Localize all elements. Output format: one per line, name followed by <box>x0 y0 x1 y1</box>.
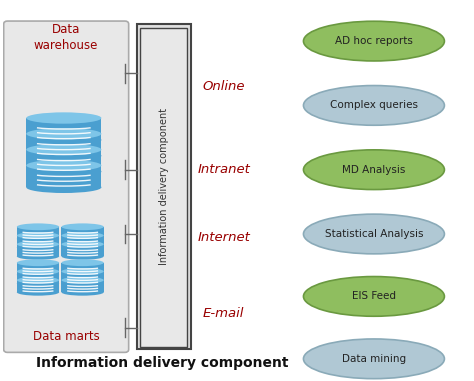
Ellipse shape <box>303 86 445 125</box>
Polygon shape <box>26 134 101 156</box>
Ellipse shape <box>17 259 59 266</box>
Text: Online: Online <box>202 80 245 93</box>
Ellipse shape <box>26 160 101 171</box>
Bar <box>137 24 191 349</box>
Text: Internet: Internet <box>197 231 250 244</box>
Polygon shape <box>26 118 101 140</box>
Ellipse shape <box>62 241 104 248</box>
Ellipse shape <box>17 235 59 242</box>
Ellipse shape <box>303 339 445 379</box>
Polygon shape <box>17 280 59 292</box>
Polygon shape <box>62 263 104 275</box>
Polygon shape <box>17 244 59 256</box>
Ellipse shape <box>17 253 59 260</box>
Ellipse shape <box>62 271 104 278</box>
Ellipse shape <box>303 21 445 61</box>
Ellipse shape <box>62 223 104 230</box>
Ellipse shape <box>303 214 445 254</box>
Ellipse shape <box>62 268 104 275</box>
Ellipse shape <box>17 280 59 287</box>
Ellipse shape <box>26 166 101 177</box>
Ellipse shape <box>303 277 445 316</box>
Ellipse shape <box>17 244 59 251</box>
Ellipse shape <box>62 259 104 266</box>
Ellipse shape <box>17 289 59 296</box>
Text: Data mining: Data mining <box>342 354 406 364</box>
Text: Data
warehouse: Data warehouse <box>34 23 99 52</box>
Ellipse shape <box>17 223 59 230</box>
Text: Information delivery component: Information delivery component <box>36 356 289 370</box>
Ellipse shape <box>17 271 59 278</box>
Text: AD hoc reports: AD hoc reports <box>335 36 413 46</box>
Text: Information delivery component: Information delivery component <box>159 108 169 265</box>
Ellipse shape <box>62 244 104 251</box>
Ellipse shape <box>62 232 104 239</box>
Polygon shape <box>62 235 104 248</box>
Polygon shape <box>17 227 59 239</box>
Text: MD Analysis: MD Analysis <box>342 165 406 175</box>
Ellipse shape <box>17 268 59 275</box>
Text: E-mail: E-mail <box>203 307 244 320</box>
Bar <box>140 28 187 347</box>
Polygon shape <box>17 271 59 283</box>
FancyBboxPatch shape <box>4 21 128 352</box>
Polygon shape <box>62 271 104 283</box>
Ellipse shape <box>17 241 59 248</box>
Ellipse shape <box>17 232 59 239</box>
Polygon shape <box>62 244 104 256</box>
Ellipse shape <box>26 144 101 155</box>
Polygon shape <box>17 235 59 248</box>
Polygon shape <box>62 280 104 292</box>
Ellipse shape <box>62 235 104 242</box>
Polygon shape <box>26 150 101 171</box>
Polygon shape <box>17 263 59 275</box>
Text: Data marts: Data marts <box>33 330 100 343</box>
Text: Complex queries: Complex queries <box>330 101 418 110</box>
Ellipse shape <box>26 128 101 139</box>
Polygon shape <box>62 227 104 239</box>
Ellipse shape <box>26 134 101 146</box>
Ellipse shape <box>26 150 101 162</box>
Text: Statistical Analysis: Statistical Analysis <box>325 229 423 239</box>
Ellipse shape <box>26 112 101 124</box>
Ellipse shape <box>62 289 104 296</box>
Text: EIS Feed: EIS Feed <box>352 291 396 301</box>
Text: Intranet: Intranet <box>197 163 250 176</box>
Ellipse shape <box>303 150 445 190</box>
Ellipse shape <box>17 277 59 283</box>
Ellipse shape <box>62 253 104 260</box>
Polygon shape <box>26 165 101 187</box>
Ellipse shape <box>62 277 104 283</box>
Ellipse shape <box>62 280 104 287</box>
Ellipse shape <box>26 182 101 193</box>
